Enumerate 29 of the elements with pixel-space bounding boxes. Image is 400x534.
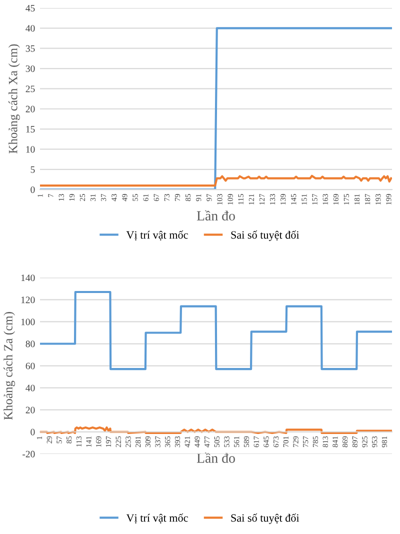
y-tick-label: 100 bbox=[21, 318, 35, 326]
y-tick-label: 25 bbox=[26, 86, 35, 92]
y-tick-label: -20 bbox=[22, 450, 35, 458]
y-axis-title: Khoảng cách Za (cm) bbox=[4, 312, 15, 420]
y-tick-label: 10 bbox=[26, 146, 35, 153]
x-axis-title: Lần đo bbox=[196, 452, 235, 463]
y-axis-title: Khoảng cách Xa (cm) bbox=[8, 44, 20, 154]
legend-label: Sai số tuyệt đối bbox=[231, 230, 300, 241]
y-tick-label: 0 bbox=[30, 186, 35, 194]
x-axis-title: Lần đo bbox=[196, 210, 235, 221]
legend-label: Vị trí vật mốc bbox=[126, 514, 188, 524]
y-tick-label: 20 bbox=[26, 106, 35, 112]
y-tick-label: 5 bbox=[30, 166, 35, 173]
y-tick-label: 15 bbox=[26, 126, 35, 133]
y-tick-label: 35 bbox=[26, 45, 35, 52]
y-tick-label: 40 bbox=[26, 384, 35, 392]
y-tick-label: 30 bbox=[26, 65, 35, 72]
y-tick-label: 80 bbox=[26, 340, 35, 348]
y-tick-label: 40 bbox=[26, 25, 35, 32]
y-tick-label: 0 bbox=[30, 428, 35, 436]
line-series bbox=[40, 290, 392, 370]
line-series bbox=[40, 174, 392, 187]
y-tick-label: 20 bbox=[26, 406, 35, 414]
y-tick-label: 60 bbox=[26, 362, 35, 370]
y-tick-label: 45 bbox=[26, 4, 35, 12]
y-tick-label: 140 bbox=[21, 274, 35, 282]
y-tick-label: 120 bbox=[21, 296, 35, 304]
legend-label: Sai số tuyệt đối bbox=[231, 514, 300, 524]
legend-label: Vị trí vật mốc bbox=[126, 230, 188, 240]
